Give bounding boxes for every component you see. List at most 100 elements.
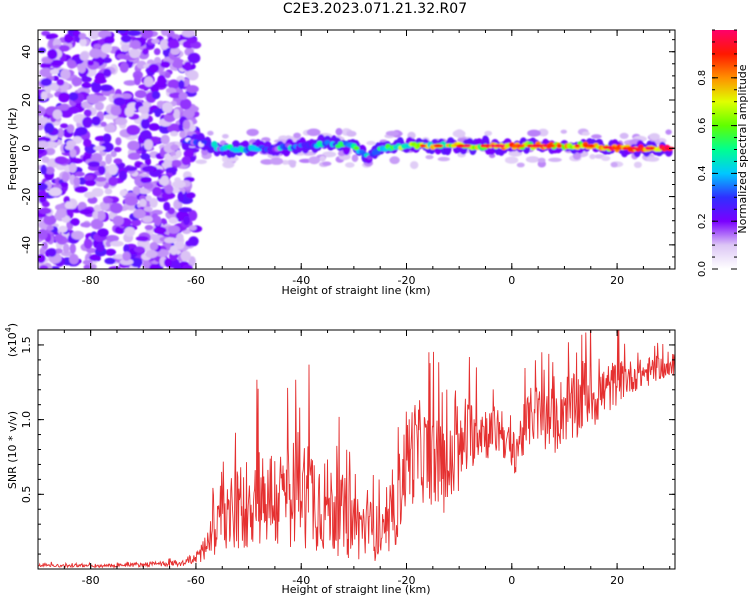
noise-blob (149, 197, 158, 208)
noise-blob (87, 60, 94, 66)
noise-blob (143, 139, 154, 151)
noise-blob (74, 171, 85, 177)
halo-blob (589, 154, 596, 160)
noise-blob (163, 201, 171, 211)
noise-blob (112, 215, 124, 226)
noise-blob (108, 176, 118, 187)
noise-blob (119, 258, 134, 266)
track-peak (481, 144, 491, 148)
noise-blob (56, 208, 67, 218)
noise-blob (168, 217, 179, 224)
halo-blob (345, 162, 355, 168)
noise-blob (54, 234, 64, 243)
halo-blob (308, 156, 321, 165)
noise-blob (50, 59, 64, 66)
noise-blob (122, 251, 131, 261)
noise-blob (139, 129, 152, 141)
track-peak (462, 144, 471, 148)
noise-blob (75, 126, 88, 136)
noise-blob (134, 74, 141, 86)
snr-y-ticks: 0.5 1.0 1.5 (20, 329, 675, 555)
spectrogram-y-tick-label: 40 (20, 45, 33, 59)
noise-blob (91, 153, 103, 164)
halo-blob (437, 156, 450, 162)
noise-blob (183, 61, 192, 72)
noise-blob (69, 148, 77, 158)
noise-blob (90, 218, 104, 230)
noise-blob (130, 257, 143, 268)
noise-blob (170, 159, 182, 168)
noise-blob (168, 225, 180, 234)
noise-blob (71, 230, 85, 240)
noise-blob (178, 79, 185, 90)
halo-blob (452, 129, 466, 138)
noise-blob (163, 113, 176, 123)
noise-blob (183, 149, 195, 158)
halo-blob (170, 131, 179, 137)
noise-blob (92, 210, 100, 220)
track-peak (556, 144, 563, 148)
noise-blob (113, 146, 122, 153)
noise-blob (162, 102, 173, 114)
spectrogram-y-axis-label: Frequency (Hz) (6, 108, 19, 191)
noise-blob (134, 90, 147, 99)
noise-blob (130, 40, 141, 50)
spectrogram-x-ticks: -80 -60 -40 -20 0 20 (37, 30, 671, 287)
noise-blob (44, 122, 55, 134)
halo-blob (665, 129, 672, 135)
noise-blob (58, 45, 70, 52)
halo-blob (289, 161, 296, 168)
noise-blob (58, 92, 70, 103)
noise-blob (170, 47, 181, 55)
halo-blob (293, 132, 301, 139)
noise-blob (72, 31, 82, 37)
noise-blob (93, 43, 102, 49)
noise-blob (58, 225, 68, 233)
halo-blob (351, 154, 359, 162)
noise-blob (38, 229, 48, 240)
noise-blob (84, 175, 94, 181)
noise-blob (93, 204, 101, 212)
noise-blob (115, 30, 127, 34)
noise-blob (148, 123, 160, 131)
noise-blob (120, 34, 132, 43)
noise-blob (40, 164, 47, 175)
noise-blob (123, 244, 130, 254)
halo-blob (170, 144, 179, 151)
noise-blob (127, 140, 140, 151)
noise-blob (188, 256, 196, 267)
spectrogram-panel: -80 -60 -40 -20 0 20 -40 -20 0 20 40 Height of st… (6, 29, 676, 297)
snr-y-tick-label: 1.0 (20, 411, 33, 429)
halo-blob (385, 130, 399, 137)
halo-blob (195, 159, 207, 165)
noise-blob (86, 247, 97, 254)
halo-blob (322, 161, 332, 166)
noise-blob (160, 78, 167, 84)
noise-blob (180, 250, 191, 262)
noise-blob (94, 101, 104, 111)
noise-blob (160, 134, 170, 145)
noise-blob (132, 186, 141, 196)
noise-blob (172, 180, 186, 189)
noise-blob (38, 123, 44, 131)
noise-blob (133, 208, 146, 219)
noise-blob (164, 184, 174, 194)
noise-blob (154, 110, 161, 118)
snr-x-tick-label: -80 (82, 574, 100, 587)
noise-blob (148, 63, 160, 73)
noise-blob (66, 124, 75, 134)
noise-blob (56, 79, 65, 86)
noise-blob (83, 138, 92, 148)
noise-blob (77, 63, 87, 74)
spectrogram-x-tick-label: 0 (508, 274, 515, 287)
snr-series-line (38, 330, 675, 569)
halo-blob (179, 130, 186, 138)
colorbar: 0.0 0.2 0.4 0.6 0.8 Normalized spectral ampl… (697, 29, 749, 277)
halo-blob (425, 155, 434, 160)
noise-blob (119, 62, 129, 73)
noise-blob (69, 253, 79, 265)
noise-blob (40, 62, 52, 69)
noise-blob (105, 248, 117, 256)
noise-blob (38, 254, 46, 264)
